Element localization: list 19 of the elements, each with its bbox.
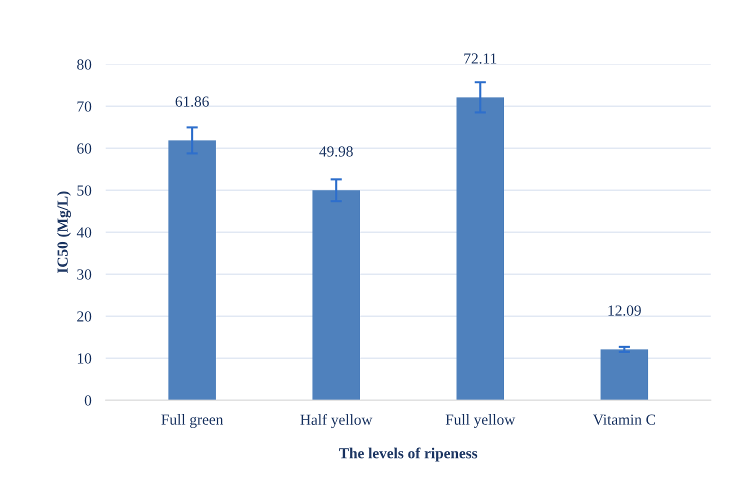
y-tick-label: 30: [77, 269, 92, 280]
data-label: 49.98: [319, 146, 353, 157]
y-tick-label: 10: [78, 353, 92, 364]
data-label: 12.09: [608, 305, 641, 316]
y-tick-label: 70: [78, 101, 92, 112]
x-tick-label: Half yellow: [300, 414, 372, 428]
y-tick-label: 20: [77, 311, 92, 322]
x-tick-label: Vitamin C: [592, 414, 656, 425]
y-axis-title: IC50 (Mg/L): [57, 191, 71, 274]
y-tick-label: 40: [76, 227, 92, 238]
x-axis-title: The levels of ripeness: [339, 448, 478, 462]
y-tick-label: 50: [77, 185, 92, 196]
y-tick-label: 0: [84, 395, 92, 406]
x-tick-label: Full yellow: [446, 414, 516, 428]
y-tick-label: 60: [77, 143, 92, 154]
y-tick-label: 80: [77, 59, 92, 70]
data-label: 61.86: [176, 96, 209, 107]
x-tick-label: Full green: [161, 414, 224, 428]
data-label: 72.11: [464, 53, 496, 64]
